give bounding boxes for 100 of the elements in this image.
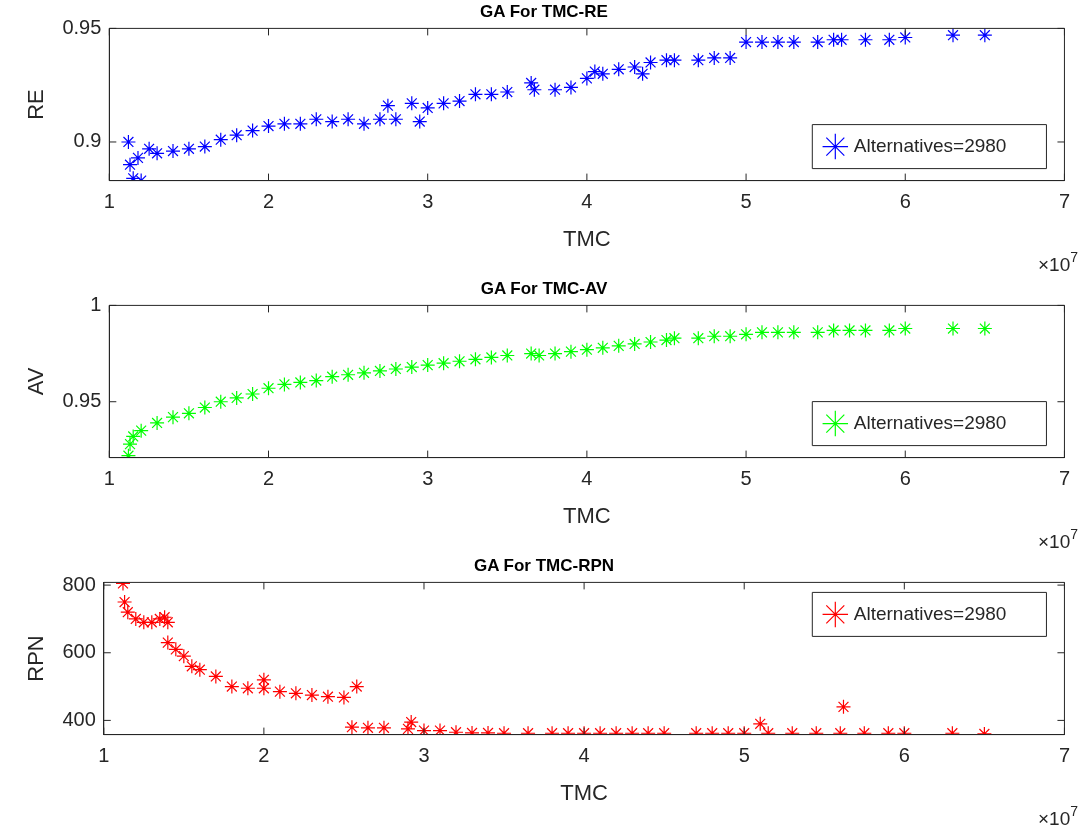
x-tick-label: 5 [738,744,750,767]
x-tick-label: 5 [740,467,752,490]
point [579,342,595,358]
point [128,611,144,627]
y-axis-title: RE [23,89,49,120]
point [563,344,579,360]
x-tick-label: 2 [262,190,275,213]
point [412,113,428,130]
point [451,353,468,369]
point [181,141,197,157]
point [372,111,388,127]
point [356,365,372,381]
point [181,405,197,421]
point [595,340,611,356]
y-tick-label: 400 [62,707,96,730]
y-tick-label: 0.9 [73,129,102,152]
point [841,322,858,339]
point [260,380,277,396]
point [260,118,277,134]
x-tick-label: 6 [898,744,910,767]
point [897,320,913,337]
y-tick-label: 0.95 [62,389,102,412]
point [658,332,675,348]
point [579,70,595,86]
x-tick-label: 4 [581,467,593,490]
x-tick-label: 3 [422,467,434,490]
point [635,66,651,82]
point [786,34,802,50]
x-tick-label: 6 [899,190,911,213]
x-tick-label: 3 [422,190,434,213]
point [168,641,184,657]
chart-title: GA For TMC-RE [480,1,608,21]
point [184,658,200,674]
point [192,662,208,678]
point [256,680,272,696]
point [483,349,499,366]
point [304,687,320,703]
point [324,369,340,385]
point [738,326,754,342]
x-tick-label: 7 [1058,190,1070,213]
point [977,320,993,337]
point [160,635,176,651]
chart-title: GA For TMC-AV [480,278,608,298]
point [627,59,643,75]
legend-label: Alternatives=2980 [853,602,1007,624]
point [340,111,356,127]
point [770,34,786,50]
point [826,32,842,48]
point [240,680,256,696]
point [467,86,484,102]
point [116,594,133,610]
point [133,423,149,439]
point [276,116,293,132]
point [690,52,706,68]
point [292,116,308,132]
y-tick-label: 0.95 [62,15,102,38]
x-tick-label: 7 [1058,467,1070,490]
legend-label: Alternatives=2980 [853,134,1007,156]
point [224,678,240,695]
point [531,347,547,364]
point [420,100,436,116]
x-tick-label: 4 [578,744,590,767]
point [197,399,213,416]
point [416,722,432,735]
point [122,157,138,173]
point [149,415,165,431]
point [229,127,245,143]
point [754,34,770,50]
point [587,63,603,80]
point [213,394,229,410]
point [208,668,224,685]
point [897,29,913,46]
point [324,113,340,130]
point [642,334,659,350]
point [141,141,157,157]
point [165,143,181,159]
point [136,614,152,630]
point [272,684,288,700]
point [857,322,874,339]
point [400,721,416,735]
point [213,132,229,148]
x-axis-title: TMC [563,225,611,251]
x-axis-title: TMC [560,779,609,805]
point [380,98,396,114]
y-tick-label: 800 [62,572,96,595]
x-axis-title: TMC [563,502,611,528]
point [722,50,738,66]
point [945,320,961,337]
y-tick-label: 600 [62,640,96,663]
point [176,648,192,664]
point [786,324,802,340]
point [523,345,539,362]
x-tick-label: 2 [258,744,270,767]
point [754,324,770,340]
point [770,324,786,340]
point [356,116,372,132]
point [165,409,181,425]
point [244,123,261,139]
point [611,61,627,77]
y-axis-title: AV [23,367,49,396]
